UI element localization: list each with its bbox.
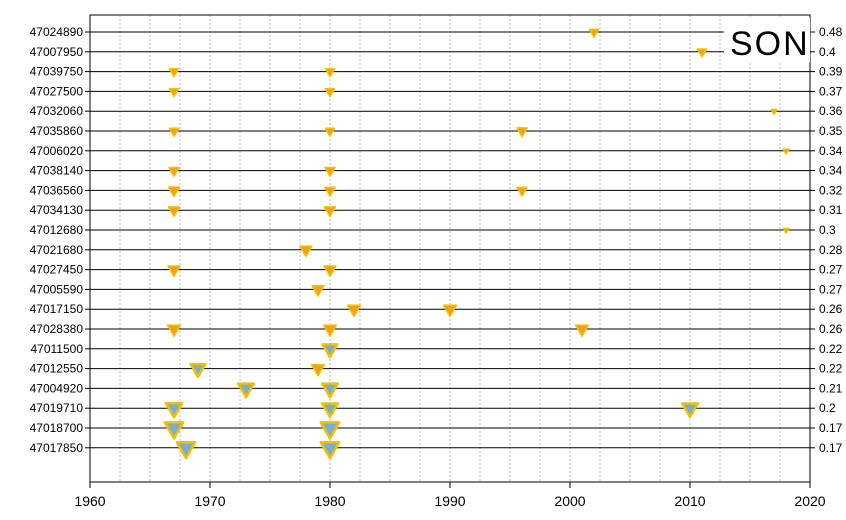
station-id-label: 47018700 [30, 421, 84, 435]
change-point-marker [346, 304, 362, 318]
axis-layer: 47024890 0.48 47007950 0.4 47039750 0.39 47027… [30, 14, 843, 509]
station-value-label: 0.3 [819, 223, 836, 237]
station-value-label: 0.36 [819, 104, 843, 118]
title-background [724, 18, 810, 62]
station-value-label: 0.34 [819, 164, 843, 178]
change-point-marker [770, 108, 778, 116]
change-point-marker [320, 382, 340, 399]
station-id-label: 47012680 [30, 223, 84, 237]
station-id-label: 47038140 [30, 164, 84, 178]
mark-layer [163, 28, 790, 460]
x-tick-label: 1990 [434, 493, 465, 509]
station-value-label: 0.48 [819, 25, 843, 39]
station-id-label: 47006020 [30, 144, 84, 158]
station-value-label: 0.34 [819, 144, 843, 158]
station-id-label: 47032060 [30, 104, 84, 118]
change-point-marker [320, 402, 340, 419]
x-tick-label: 1960 [74, 493, 105, 509]
grid-layer [89, 15, 811, 482]
change-point-marker [163, 421, 185, 440]
x-tick-label: 1980 [314, 493, 345, 509]
change-point-marker [311, 285, 325, 297]
change-point-marker [324, 68, 336, 78]
station-value-label: 0.22 [819, 362, 843, 376]
station-id-label: 47004920 [30, 381, 84, 395]
change-point-marker [516, 127, 528, 138]
station-value-label: 0.26 [819, 322, 843, 336]
station-value-label: 0.17 [819, 441, 843, 455]
station-id-label: 47027450 [30, 263, 84, 277]
station-id-label: 47019710 [30, 401, 84, 415]
change-point-marker [168, 68, 180, 78]
change-point-marker [167, 265, 181, 278]
change-point-marker [588, 28, 600, 38]
change-point-marker [324, 127, 336, 137]
x-tick-label: 2010 [674, 493, 705, 509]
change-point-marker [299, 245, 313, 258]
station-value-label: 0.39 [819, 65, 843, 79]
station-value-label: 0.28 [819, 243, 843, 257]
change-point-marker [324, 166, 336, 178]
station-value-label: 0.37 [819, 84, 843, 98]
station-value-label: 0.17 [819, 421, 843, 435]
change-point-marker [680, 402, 700, 419]
change-point-marker [516, 186, 528, 197]
change-point-marker [319, 421, 341, 440]
change-point-marker [322, 324, 338, 338]
station-value-label: 0.35 [819, 124, 843, 138]
station-id-label: 47039750 [30, 65, 84, 79]
change-point-marker [175, 440, 197, 460]
station-id-label: 47024890 [30, 25, 84, 39]
change-point-marker [168, 87, 180, 98]
station-value-label: 0.21 [819, 381, 843, 395]
chart-title: SON [730, 25, 810, 63]
change-point-marker [782, 148, 790, 155]
station-value-label: 0.27 [819, 263, 843, 277]
station-value-label: 0.26 [819, 302, 843, 316]
station-id-label: 47005590 [30, 282, 84, 296]
station-id-label: 47028380 [30, 322, 84, 336]
station-value-label: 0.32 [819, 183, 843, 197]
station-id-label: 47011500 [31, 342, 84, 356]
change-point-marker [319, 440, 341, 460]
change-point-marker [236, 382, 256, 399]
station-id-label: 47027500 [30, 84, 84, 98]
change-point-marker [164, 401, 184, 419]
station-id-label: 47035860 [30, 124, 84, 138]
station-id-label: 47021680 [30, 243, 84, 257]
change-point-marker [574, 324, 590, 338]
station-value-label: 0.31 [819, 203, 843, 217]
station-value-label: 0.2 [819, 401, 836, 415]
change-point-marker [321, 343, 339, 359]
title-layer: SON [724, 18, 810, 63]
station-id-label: 47007950 [30, 45, 84, 59]
change-point-marker [324, 186, 336, 197]
station-id-label: 47036560 [30, 183, 84, 197]
x-tick-label: 2000 [554, 493, 585, 509]
change-point-marker [168, 166, 180, 178]
station-value-label: 0.4 [819, 45, 836, 59]
station-value-label: 0.27 [819, 282, 843, 296]
x-tick-label: 1970 [194, 493, 225, 509]
change-point-marker [323, 206, 337, 218]
station-id-label: 47017150 [30, 302, 84, 316]
change-point-marker [442, 304, 458, 318]
station-id-label: 47017850 [30, 441, 84, 455]
change-point-marker [782, 227, 790, 234]
station-id-label: 47034130 [30, 203, 84, 217]
change-point-marker [323, 265, 337, 278]
station-value-label: 0.22 [819, 342, 843, 356]
change-point-marker [166, 324, 182, 338]
change-point-marker [167, 206, 181, 218]
change-point-marker [696, 48, 708, 58]
station-id-label: 47012550 [30, 362, 84, 376]
change-point-marker [168, 127, 180, 137]
change-point-marker [310, 363, 326, 377]
x-tick-label: 2020 [794, 493, 825, 509]
change-point-marker [167, 186, 181, 198]
change-point-marker [189, 362, 207, 379]
change-point-marker [324, 87, 336, 98]
